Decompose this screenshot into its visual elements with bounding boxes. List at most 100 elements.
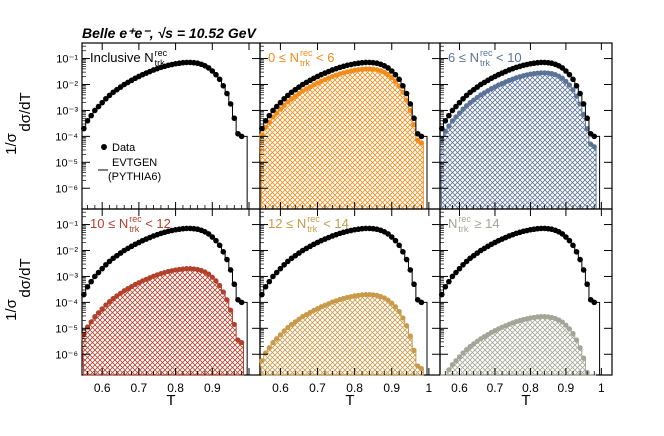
data-point-tan bbox=[411, 347, 417, 353]
data-point-inclusive bbox=[103, 95, 109, 102]
data-point-inclusive bbox=[411, 281, 417, 288]
data-point-red bbox=[206, 271, 212, 277]
data-point-inclusive bbox=[453, 103, 459, 110]
data-point-inclusive bbox=[277, 99, 284, 106]
data-point-inclusive bbox=[563, 234, 569, 240]
data-point-inclusive bbox=[84, 284, 91, 290]
data-point-tan bbox=[288, 321, 295, 328]
y-tick-label: 10⁻⁵ bbox=[55, 323, 78, 335]
x-tick-label: 0.8 bbox=[167, 381, 184, 395]
data-point-blue bbox=[559, 75, 565, 81]
data-point-inclusive bbox=[449, 273, 456, 280]
y-axis-title-top-glyph: 1/σdσ/dT bbox=[3, 92, 34, 155]
data-point-tan bbox=[400, 315, 406, 321]
data-point-inclusive bbox=[385, 65, 391, 71]
data-point-gray bbox=[460, 350, 466, 356]
data-point-inclusive bbox=[573, 248, 580, 255]
panel-label-post: < 14 bbox=[323, 216, 349, 231]
data-point-inclusive bbox=[227, 267, 234, 273]
panel-label-sup: rec bbox=[458, 214, 471, 224]
data-point-inclusive bbox=[407, 267, 414, 273]
data-point-inclusive bbox=[99, 99, 105, 106]
x-axis-title: T bbox=[345, 392, 354, 409]
panel-label-sup: rec bbox=[300, 48, 313, 58]
data-point-inclusive bbox=[573, 82, 580, 89]
data-point-inclusive bbox=[396, 76, 402, 83]
data-point-tan bbox=[363, 291, 369, 298]
data-point-inclusive bbox=[580, 267, 587, 273]
data-point-tan bbox=[296, 316, 302, 322]
data-point-inclusive bbox=[277, 265, 284, 272]
data-point-inclusive bbox=[88, 278, 94, 285]
data-point-tan bbox=[407, 333, 413, 339]
data-point-inclusive bbox=[216, 76, 223, 83]
data-point-tan bbox=[366, 291, 373, 298]
data-point-inclusive bbox=[446, 112, 452, 119]
data-point-inclusive bbox=[224, 90, 230, 97]
data-point-inclusive bbox=[92, 273, 98, 280]
data-point-tan bbox=[262, 350, 269, 356]
data-point-red bbox=[114, 293, 120, 299]
data-point-inclusive bbox=[92, 107, 98, 114]
data-point-red bbox=[81, 332, 87, 338]
data-point-inclusive bbox=[88, 112, 94, 119]
data-point-tan bbox=[274, 336, 280, 342]
data-point-inclusive bbox=[407, 101, 414, 107]
data-point-inclusive bbox=[591, 133, 598, 140]
data-point-inclusive bbox=[285, 258, 291, 265]
data-point-inclusive bbox=[584, 281, 590, 288]
panel-label-sub: trk bbox=[458, 224, 468, 234]
legend-data-label: Data bbox=[112, 142, 136, 154]
data-point-inclusive bbox=[273, 103, 280, 110]
panel-label-post: < 6 bbox=[316, 50, 334, 65]
data-point-gray bbox=[559, 319, 565, 325]
data-point-inclusive bbox=[205, 231, 212, 237]
data-point-inclusive bbox=[577, 256, 583, 263]
data-point-orange bbox=[292, 93, 298, 99]
ylabel-frac-1: 1/σ bbox=[3, 132, 20, 155]
data-point-gray bbox=[446, 367, 452, 373]
data-point-tan bbox=[285, 324, 291, 331]
data-point-red bbox=[224, 297, 230, 303]
data-point-inclusive bbox=[281, 261, 287, 268]
legend-data-marker bbox=[101, 144, 107, 150]
data-point-inclusive bbox=[591, 299, 598, 306]
data-point-orange bbox=[288, 96, 295, 102]
data-point-orange bbox=[411, 122, 417, 128]
data-point-inclusive bbox=[273, 269, 280, 276]
data-point-red bbox=[117, 290, 124, 296]
ylabel-frac-2: dσ/dT bbox=[17, 258, 34, 297]
data-point-blue bbox=[460, 106, 466, 112]
data-point-orange bbox=[259, 132, 265, 138]
data-point-inclusive bbox=[418, 299, 425, 306]
data-point-inclusive bbox=[266, 112, 273, 119]
data-point-tan bbox=[259, 358, 265, 364]
data-point-blue bbox=[563, 78, 569, 84]
data-point-inclusive bbox=[460, 95, 466, 102]
data-point-inclusive bbox=[456, 99, 463, 106]
data-point-blue bbox=[453, 114, 459, 120]
data-point-inclusive bbox=[418, 133, 425, 140]
legend: Data EVTGEN (PYTHIA6) bbox=[98, 142, 161, 183]
data-point-inclusive bbox=[220, 82, 227, 89]
data-point-tan bbox=[359, 292, 365, 298]
data-point-orange bbox=[285, 99, 291, 105]
data-point-inclusive bbox=[220, 248, 227, 255]
mc-histogram-blue bbox=[439, 72, 597, 210]
data-point-orange bbox=[418, 140, 425, 146]
panel-label-post: < 12 bbox=[145, 216, 171, 231]
data-point-inclusive bbox=[403, 256, 410, 263]
data-point-inclusive bbox=[577, 90, 583, 97]
data-point-inclusive bbox=[103, 261, 109, 268]
y-tick-label: 10⁻³ bbox=[56, 271, 78, 283]
data-point-inclusive bbox=[270, 273, 276, 280]
data-point-red bbox=[213, 278, 219, 284]
x-tick-label: 0.6 bbox=[94, 381, 111, 395]
data-point-gray bbox=[566, 326, 573, 332]
data-point-inclusive bbox=[205, 65, 212, 71]
panel-label-sup: rec bbox=[307, 214, 320, 224]
data-point-inclusive bbox=[385, 231, 391, 237]
